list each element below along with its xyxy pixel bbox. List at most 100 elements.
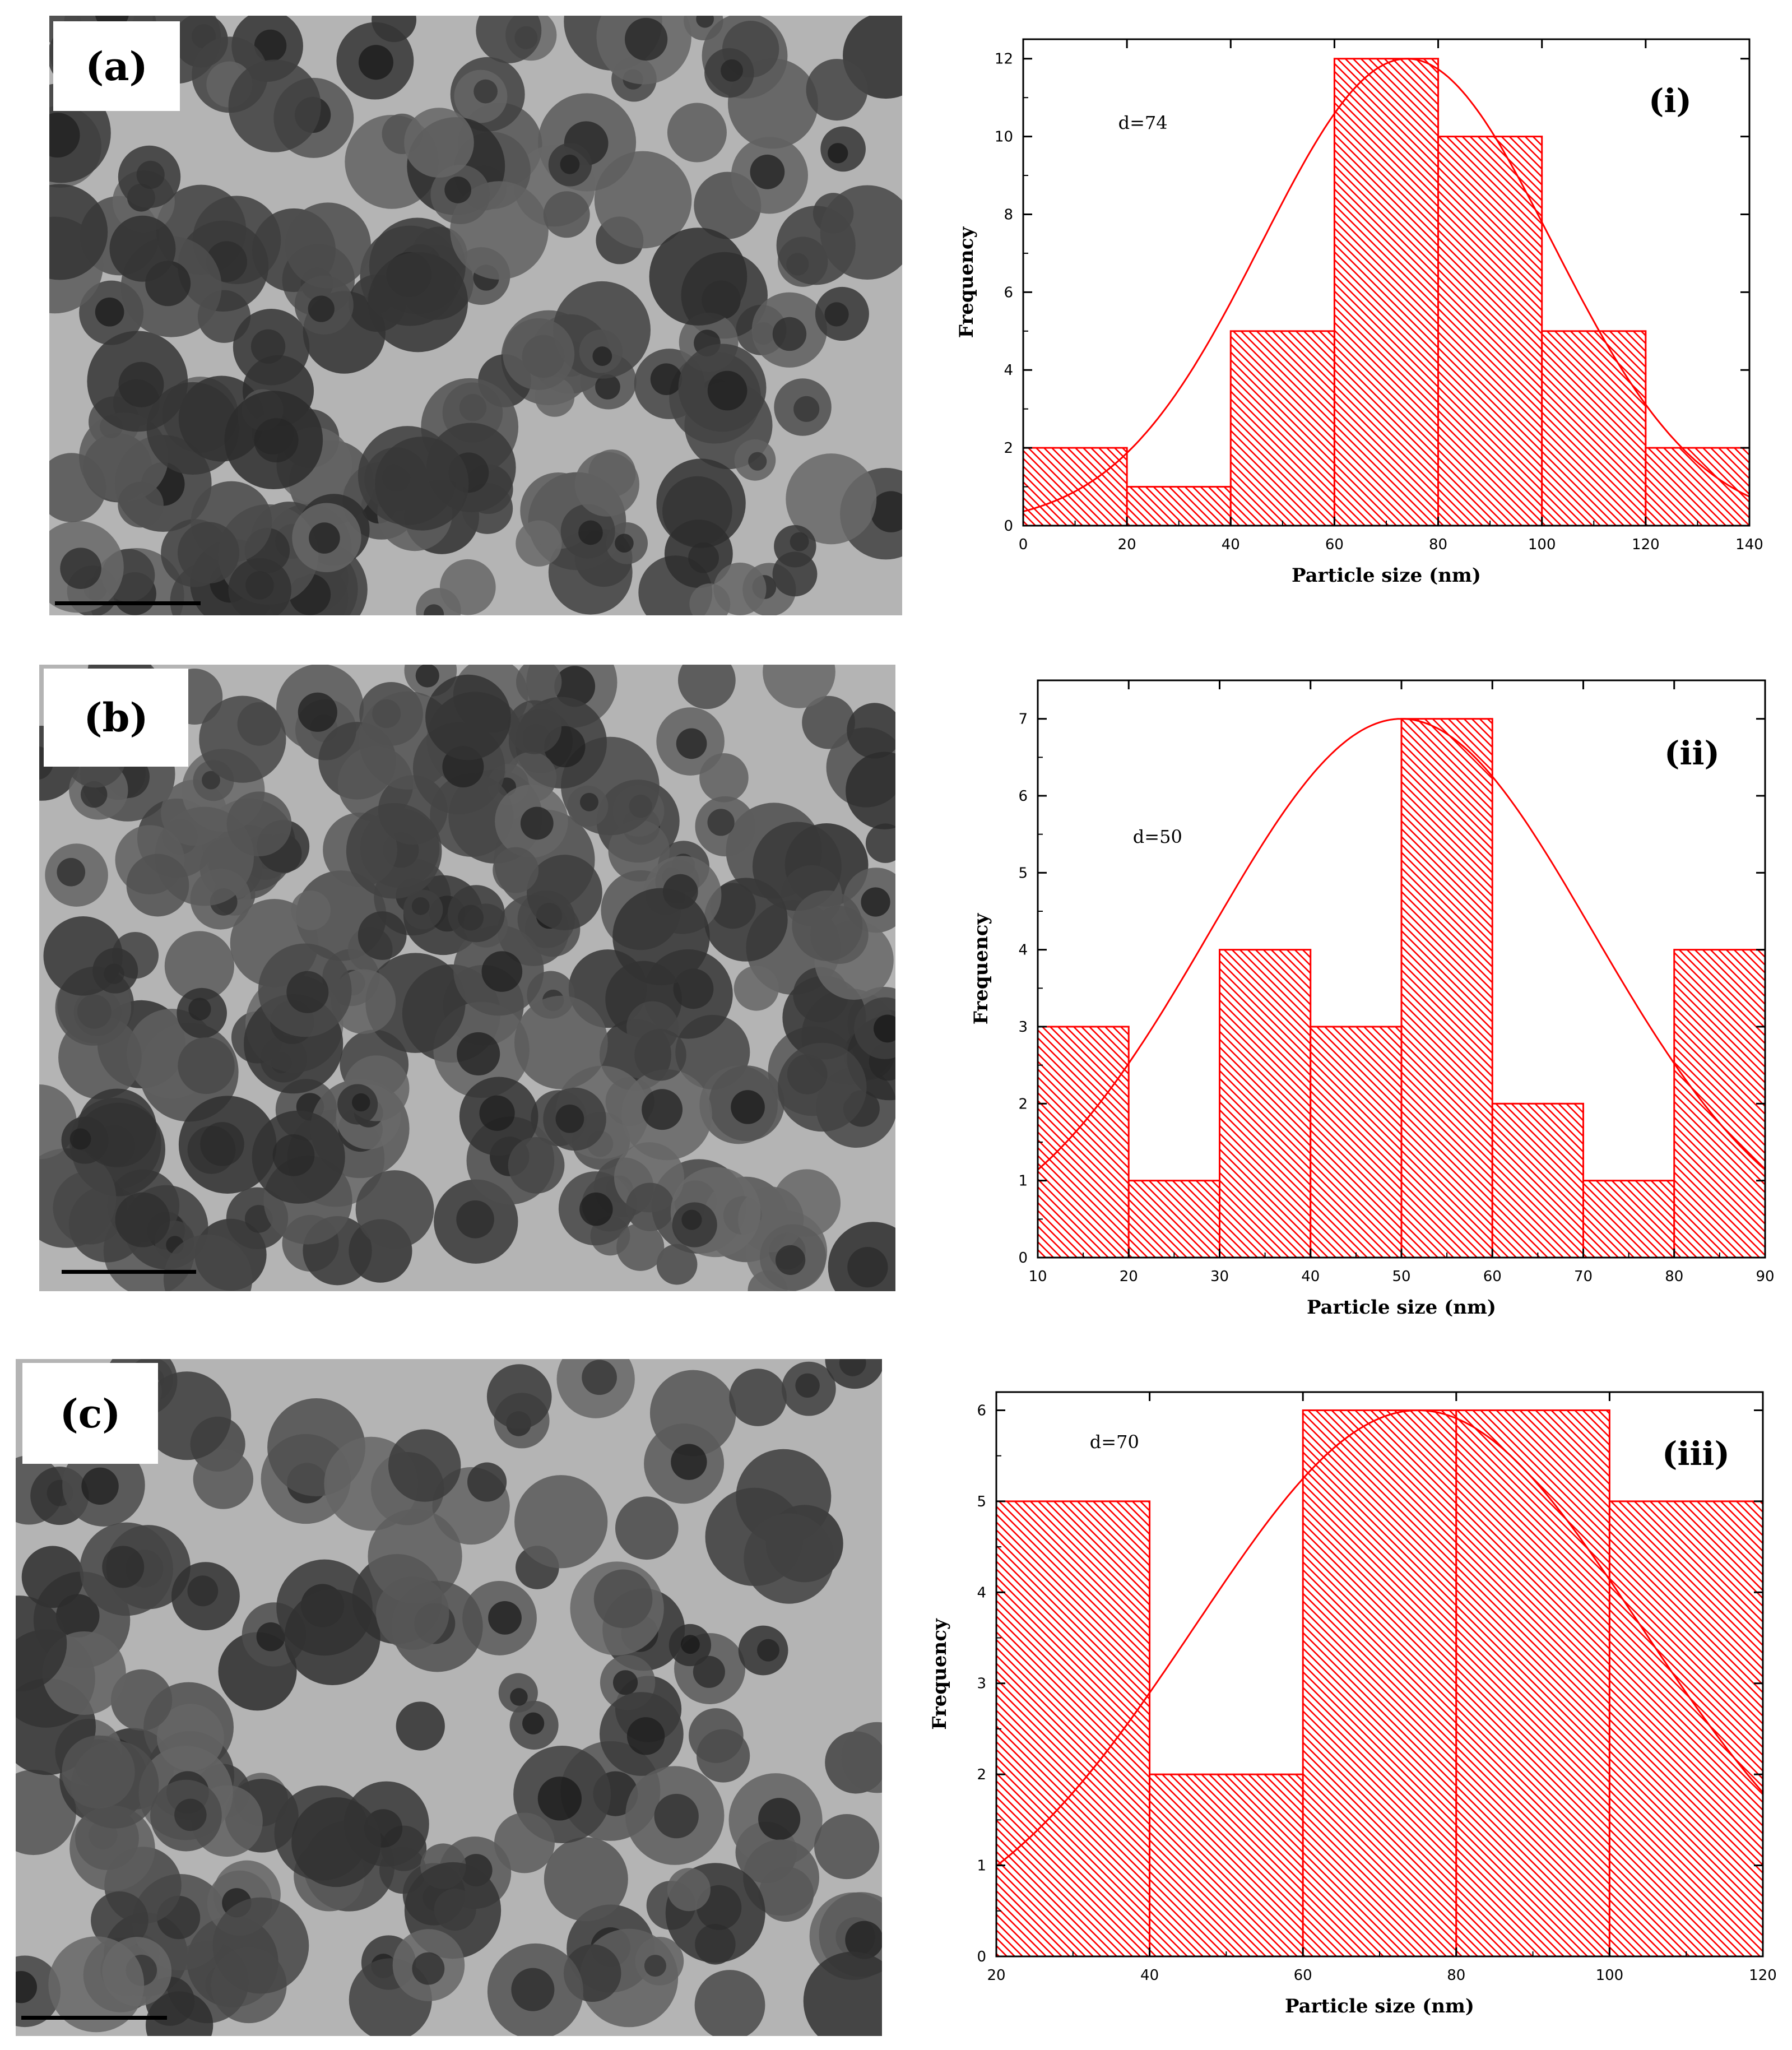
nanoparticle-core xyxy=(245,571,274,600)
nanoparticle xyxy=(649,228,748,326)
nanoparticle-core xyxy=(456,1200,494,1239)
nanoparticle xyxy=(118,481,164,528)
nanoparticle xyxy=(803,1951,882,2036)
nanoparticle-core xyxy=(473,79,498,104)
nanoparticle xyxy=(820,185,902,280)
y-tick-label: 12 xyxy=(995,51,1013,68)
nanoparticle-core xyxy=(272,1134,315,1176)
nanoparticle-core xyxy=(424,604,444,615)
x-tick-label: 120 xyxy=(1749,1967,1777,1984)
y-tick-label: 5 xyxy=(977,1494,986,1510)
nanoparticle-core xyxy=(578,520,603,545)
tem-image-b xyxy=(39,665,895,1291)
y-tick-label: 6 xyxy=(977,1402,986,1419)
nanoparticle-core xyxy=(81,1467,119,1505)
nanoparticle-core xyxy=(642,1089,683,1130)
x-axis-label: Particle size (nm) xyxy=(1292,564,1481,587)
nanoparticle xyxy=(368,252,468,353)
histogram-bar xyxy=(1541,330,1647,527)
nanoparticle-core xyxy=(511,1968,555,2011)
nanoparticle-core xyxy=(824,302,849,327)
y-tick-label: 3 xyxy=(1018,1019,1028,1036)
nanoparticle xyxy=(697,1729,750,1783)
x-tick-label: 60 xyxy=(1294,1967,1312,1984)
histogram-bar xyxy=(1608,1500,1764,1958)
nanoparticle-core xyxy=(254,29,287,62)
nanoparticle-core xyxy=(650,363,683,395)
chart-panel-label: (iii) xyxy=(1662,1435,1730,1473)
nanoparticle-core xyxy=(612,1670,638,1695)
histogram-bar xyxy=(1022,447,1128,527)
nanoparticle-core xyxy=(861,887,890,917)
nanoparticle-core xyxy=(520,806,554,840)
nanoparticle-core xyxy=(790,532,809,551)
nanoparticle xyxy=(368,1509,462,1604)
nanoparticle xyxy=(109,215,176,282)
nanoparticle xyxy=(199,695,286,783)
y-axis-label: Frequency xyxy=(955,226,978,338)
panel-label-c: (c) xyxy=(22,1363,158,1464)
nanoparticle xyxy=(375,1576,449,1650)
x-tick-label: 40 xyxy=(1222,536,1240,553)
nanoparticle xyxy=(91,1891,148,1949)
nanoparticle xyxy=(16,1596,67,1692)
x-axis-label: Particle size (nm) xyxy=(1285,1995,1474,2017)
nanoparticle xyxy=(355,1170,434,1249)
y-tick-label: 2 xyxy=(1018,1096,1028,1112)
x-tick-label: 20 xyxy=(1120,1268,1138,1285)
nanoparticle-core xyxy=(707,370,748,411)
nanoparticle xyxy=(163,1234,253,1291)
nanoparticle-core xyxy=(458,905,484,931)
nanoparticle-core xyxy=(60,548,101,589)
nanoparticle-core xyxy=(554,666,596,707)
nanoparticle xyxy=(284,1589,380,1686)
panel-label-a: (a) xyxy=(53,21,180,111)
nanoparticle xyxy=(346,803,442,899)
nanoparticle-core xyxy=(775,1245,806,1276)
nanoparticle xyxy=(744,1513,834,1604)
nanoparticle xyxy=(778,1042,867,1132)
nanoparticle xyxy=(226,791,292,856)
x-tick-label: 80 xyxy=(1447,1967,1465,1984)
nanoparticle-core xyxy=(118,361,164,407)
nanoparticle-core xyxy=(80,781,108,808)
histogram-bar xyxy=(1645,447,1751,527)
nanoparticle-core xyxy=(595,374,620,400)
nanoparticle xyxy=(396,1701,445,1751)
chart-panel-label: (ii) xyxy=(1664,734,1720,772)
nanoparticle-core xyxy=(680,1635,700,1654)
nanoparticle-core xyxy=(95,297,124,327)
nanoparticle-core xyxy=(839,1359,866,1376)
nanoparticle-core xyxy=(624,17,668,61)
x-tick-label: 60 xyxy=(1483,1268,1502,1285)
nanoparticle xyxy=(594,151,692,249)
nanoparticle xyxy=(608,820,670,882)
nanoparticle-core xyxy=(707,809,735,836)
nanoparticle xyxy=(786,453,877,545)
nanoparticle-core xyxy=(748,452,767,471)
nanoparticle-core xyxy=(202,771,220,790)
nanoparticle xyxy=(39,1148,117,1248)
y-tick-label: 8 xyxy=(1004,206,1013,223)
nanoparticle xyxy=(49,184,108,280)
y-tick-label: 6 xyxy=(1004,284,1013,301)
nanoparticle xyxy=(467,1462,507,1502)
y-axis-label: Frequency xyxy=(929,1618,951,1730)
nanoparticle xyxy=(388,1429,461,1502)
nanoparticle xyxy=(404,108,474,178)
nanoparticle-core xyxy=(254,418,299,463)
nanoparticle xyxy=(494,1812,555,1873)
nanoparticle-core xyxy=(250,329,286,364)
x-tick-label: 70 xyxy=(1574,1268,1593,1285)
y-tick-label: 0 xyxy=(1004,518,1013,535)
nanoparticle xyxy=(625,1182,675,1232)
nanoparticle-core xyxy=(592,346,612,366)
nanoparticle-core xyxy=(352,1093,370,1112)
y-tick-label: 10 xyxy=(995,129,1013,146)
histogram-2: 10 20 30 40 50 60 70 80 90 0 1 2 3 4 5 6 7 Particle size … xyxy=(970,679,1775,1319)
x-tick-label: 80 xyxy=(1429,536,1447,553)
nanoparticle xyxy=(713,562,767,615)
nanoparticle xyxy=(73,988,122,1036)
nanoparticle-core xyxy=(256,1622,286,1652)
nanoparticle xyxy=(667,1868,711,1912)
